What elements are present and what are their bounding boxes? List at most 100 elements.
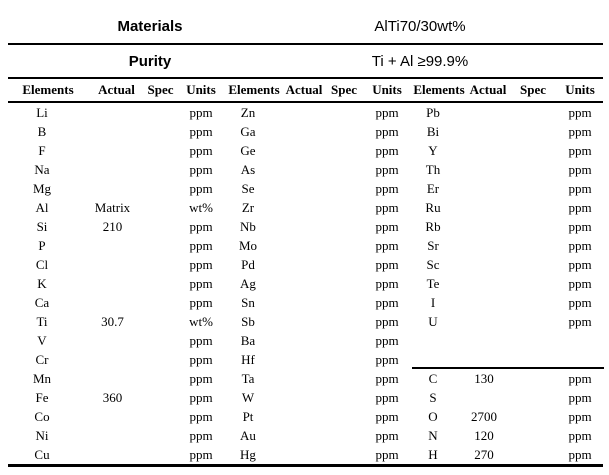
- purity-value: Ti + Al ≥99.9%: [371, 52, 469, 70]
- element-symbol: Hf: [241, 352, 255, 367]
- materials-row: Materials AlTi70/30wt%: [0, 0, 609, 43]
- rule-below-column-headers: [8, 101, 603, 103]
- element-symbol: Li: [36, 105, 48, 120]
- units-label: ppm: [568, 409, 592, 424]
- actual-value: [88, 369, 145, 388]
- actual-value: [88, 179, 145, 198]
- actual-value: [466, 179, 510, 198]
- actual-value: [282, 388, 326, 407]
- spec-value: [145, 312, 176, 331]
- spec-value: [510, 350, 556, 369]
- col-header-spec-2: Spec: [331, 82, 357, 97]
- materials-label: Materials: [117, 18, 183, 35]
- element-symbol: Zn: [240, 105, 256, 120]
- spec-value: [326, 141, 362, 160]
- actual-value: [88, 160, 145, 179]
- actual-value: [282, 445, 326, 464]
- actual-value: [466, 217, 510, 236]
- spec-value: [326, 369, 362, 388]
- col-header-units-1: Units: [186, 82, 216, 97]
- element-symbol: Cr: [35, 352, 49, 367]
- units-label: ppm: [189, 238, 213, 253]
- element-symbol: U: [428, 314, 438, 329]
- actual-value: [282, 236, 326, 255]
- actual-value: 120: [474, 428, 494, 443]
- spec-value: [145, 236, 176, 255]
- table-row: Cl ppm Pd ppm Sc ppm: [0, 255, 609, 274]
- actual-value: [282, 217, 326, 236]
- element-symbol: Sb: [241, 314, 255, 329]
- spec-value: [510, 331, 556, 350]
- units-label: ppm: [375, 200, 399, 215]
- element-symbol: B: [37, 124, 47, 139]
- units-label: ppm: [568, 314, 592, 329]
- element-symbol: Na: [34, 162, 50, 177]
- element-symbol: Er: [426, 181, 440, 196]
- rule-below-purity: [8, 77, 603, 79]
- units-label: ppm: [189, 143, 213, 158]
- spec-value: [145, 445, 176, 464]
- units-label: ppm: [375, 162, 399, 177]
- element-symbol: N: [428, 428, 438, 443]
- units-label: ppm: [189, 276, 213, 291]
- units-label: ppm: [568, 295, 592, 310]
- col-header-elements-1: Elements: [22, 82, 74, 97]
- units-label: wt%: [189, 200, 213, 215]
- element-symbol: Au: [240, 428, 256, 443]
- spec-value: [326, 236, 362, 255]
- spec-value: [145, 426, 176, 445]
- actual-value: [282, 293, 326, 312]
- spec-value: [510, 445, 556, 464]
- element-symbol: Al: [35, 200, 49, 215]
- units-label: ppm: [568, 390, 592, 405]
- units-label: ppm: [189, 105, 213, 120]
- units-label: ppm: [375, 314, 399, 329]
- actual-value: [88, 274, 145, 293]
- element-symbol: Ti: [36, 314, 48, 329]
- actual-value: 2700: [471, 409, 497, 424]
- actual-value: 30.7: [101, 314, 124, 329]
- units-label: ppm: [375, 181, 399, 196]
- element-symbol: K: [37, 276, 47, 291]
- spec-value: [510, 274, 556, 293]
- spec-value: [510, 103, 556, 122]
- spec-value: [145, 198, 176, 217]
- element-symbol: P: [38, 238, 46, 253]
- element-symbol: Ba: [240, 333, 256, 348]
- units-label: ppm: [568, 257, 592, 272]
- element-symbol: Mn: [32, 371, 52, 386]
- spec-value: [145, 179, 176, 198]
- actual-value: [466, 122, 510, 141]
- actual-value: [466, 255, 510, 274]
- spec-value: [145, 255, 176, 274]
- element-symbol: Rb: [425, 219, 441, 234]
- element-symbol: H: [428, 447, 438, 462]
- element-symbol: W: [241, 390, 255, 405]
- spec-value: [326, 350, 362, 369]
- spec-value: [145, 122, 176, 141]
- spec-value: [510, 426, 556, 445]
- actual-value: [88, 426, 145, 445]
- table-row: Cr ppm Hf ppm: [0, 350, 609, 369]
- actual-value: [282, 331, 326, 350]
- units-label: ppm: [375, 257, 399, 272]
- col-header-elements-3: Elements: [413, 82, 465, 97]
- units-label: ppm: [189, 409, 213, 424]
- spec-value: [510, 255, 556, 274]
- table-row: Mg ppm Se ppm Er ppm: [0, 179, 609, 198]
- spec-value: [145, 369, 176, 388]
- actual-value: 130: [474, 371, 494, 386]
- spec-value: [145, 160, 176, 179]
- units-label: ppm: [189, 219, 213, 234]
- table-row: Si 210 ppm Nb ppm Rb ppm: [0, 217, 609, 236]
- spec-value: [510, 179, 556, 198]
- units-label: ppm: [375, 219, 399, 234]
- rule-below-materials: [8, 43, 603, 45]
- purity-label: Purity: [128, 52, 172, 70]
- spec-value: [326, 122, 362, 141]
- units-label: ppm: [375, 333, 399, 348]
